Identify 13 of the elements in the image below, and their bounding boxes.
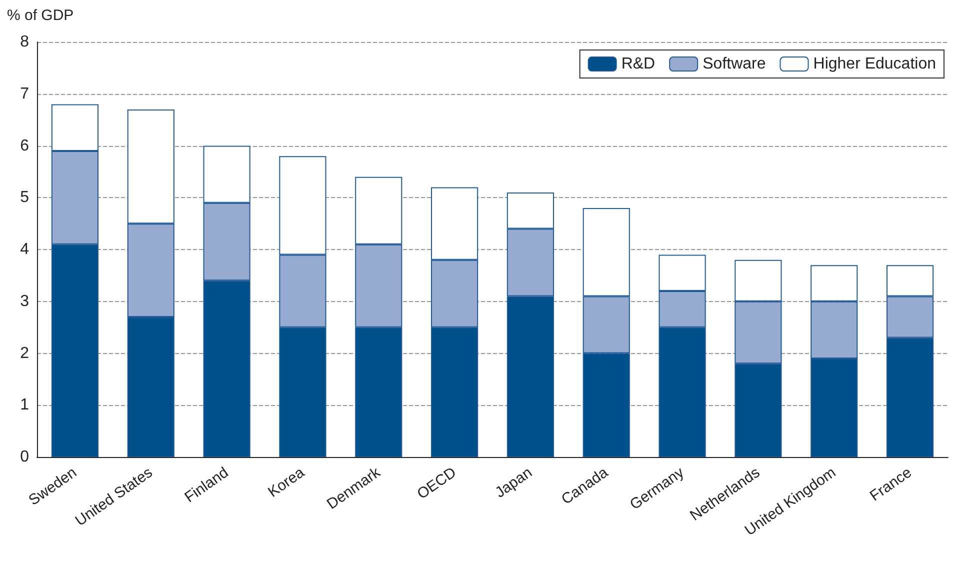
y-tick-label: 1 [20, 396, 30, 414]
y-tick-label: 2 [20, 344, 30, 362]
y-tick-label: 3 [20, 292, 30, 310]
legend-label: Higher Education [813, 56, 936, 72]
y-tick-label: 7 [20, 85, 30, 102]
legend-label: R&D [621, 56, 656, 72]
y-tick-label: 0 [20, 448, 30, 466]
y-tick-label: 8 [20, 34, 30, 50]
y-tick-label: 5 [20, 189, 30, 206]
y-tick-label: 6 [20, 137, 30, 154]
y-tick-label: 4 [20, 241, 30, 258]
legend-label: Software [702, 56, 766, 72]
y-axis-title: % of GDP [7, 7, 74, 24]
